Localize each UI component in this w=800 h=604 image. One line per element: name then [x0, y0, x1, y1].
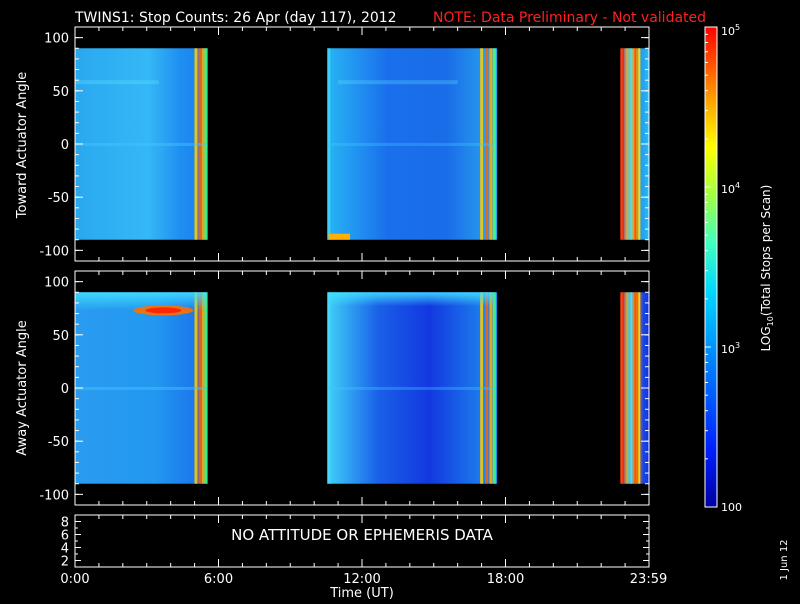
- toward-ylabel: Toward Actuator Angle: [15, 72, 30, 219]
- y-tick-label: 2: [61, 555, 69, 570]
- y-tick-label: 50: [52, 85, 69, 100]
- away-ylabel: Away Actuator Angle: [15, 320, 30, 455]
- y-tick-label: -100: [39, 488, 69, 503]
- colorbar: 100 103 104 105: [704, 23, 742, 514]
- x-tick-label: 0:00: [60, 572, 89, 587]
- toward-panel: 100 50 0 -50 -100: [39, 26, 650, 262]
- heatmap-stripe: [638, 48, 641, 240]
- heatmap-stripe: [327, 292, 331, 484]
- heatmap-stripe: [492, 48, 496, 240]
- chart-title: TWINS1: Stop Counts: 26 Apr (day 117), 2…: [74, 10, 397, 26]
- heatmap-stripe: [630, 48, 633, 240]
- heatmap-stripe: [638, 292, 641, 484]
- y-tick-label: 0: [61, 138, 69, 153]
- x-tick-label: 6:00: [204, 572, 233, 587]
- heatmap-stripe: [201, 48, 205, 240]
- x-tick-label: 23:59: [630, 572, 667, 587]
- y-tick-label: -100: [39, 244, 69, 259]
- colorbar-label: LOG10(Total Stops per Scan): [759, 185, 775, 352]
- colorbar-tick-label: 104: [721, 181, 740, 196]
- no-data-message: NO ATTITUDE OR EPHEMERIS DATA: [231, 526, 494, 544]
- heatmap-stripe: [198, 48, 202, 240]
- colorbar-gradient: [704, 26, 718, 508]
- x-tick-label: 12:00: [343, 572, 380, 587]
- heatmap-stripe: [489, 48, 493, 240]
- heatmap-stripe: [327, 48, 331, 240]
- heatmap-stripe: [489, 292, 493, 484]
- heatmap-band: [328, 142, 494, 146]
- preliminary-note: NOTE: Data Preliminary - Not validated: [433, 10, 706, 26]
- heatmap-band: [338, 80, 458, 85]
- y-tick-label: -50: [48, 435, 69, 450]
- heatmap-stripe: [480, 48, 484, 240]
- heatmap-block: [75, 48, 208, 240]
- heatmap-stripe: [480, 292, 484, 484]
- heatmap-stripe: [626, 292, 629, 484]
- y-tick-label: 50: [52, 329, 69, 344]
- heatmap-band: [75, 80, 159, 85]
- heatmap-stripe: [194, 292, 198, 484]
- y-tick-label: 8: [61, 516, 69, 531]
- heatmap-stripe: [630, 292, 633, 484]
- y-tick-label: -50: [48, 191, 69, 206]
- heatmap-stripe: [492, 292, 496, 484]
- heatmap-hotspot: [145, 307, 182, 314]
- heatmap-stripe: [626, 48, 629, 240]
- colorbar-tick-label: 103: [721, 341, 740, 356]
- heatmap-band: [75, 142, 207, 146]
- y-tick-label: 100: [44, 32, 69, 47]
- heatmap-block: [327, 48, 498, 240]
- heatmap-band: [328, 292, 494, 307]
- colorbar-tick-label: 100: [721, 501, 742, 514]
- heatmap-stripe: [194, 48, 198, 240]
- colorbar-tick-label: 105: [721, 23, 740, 38]
- y-tick-label: 0: [61, 382, 69, 397]
- heatmap-band: [75, 386, 207, 390]
- x-axis-label: Time (UT): [329, 586, 394, 600]
- heatmap-stripe: [634, 48, 637, 240]
- heatmap-stripe: [204, 48, 208, 240]
- x-axis-ticks: 0:00 6:00 12:00 18:00 23:59: [60, 572, 667, 587]
- y-tick-label: 100: [44, 276, 69, 291]
- heatmap-stripe: [204, 292, 208, 484]
- away-panel: 100 50 0 -50 -100: [39, 270, 650, 506]
- date-stamp: 1 Jun 12: [779, 539, 790, 580]
- heatmap-stripe: [634, 292, 637, 484]
- heatmap-stripe: [201, 292, 205, 484]
- heatmap-block: [327, 292, 498, 484]
- heatmap-stripe: [622, 292, 625, 484]
- x-tick-label: 18:00: [487, 572, 524, 587]
- heatmap-hotspot: [328, 233, 351, 240]
- heatmap-stripe: [198, 292, 202, 484]
- y-tick-label: 4: [61, 542, 69, 557]
- heatmap-stripe: [622, 48, 625, 240]
- y-tick-label: 6: [61, 529, 69, 544]
- heatmap-band: [328, 386, 494, 390]
- heatmap-block: [75, 292, 208, 484]
- heatmap-stripe: [485, 48, 489, 240]
- heatmap-stripe: [485, 292, 489, 484]
